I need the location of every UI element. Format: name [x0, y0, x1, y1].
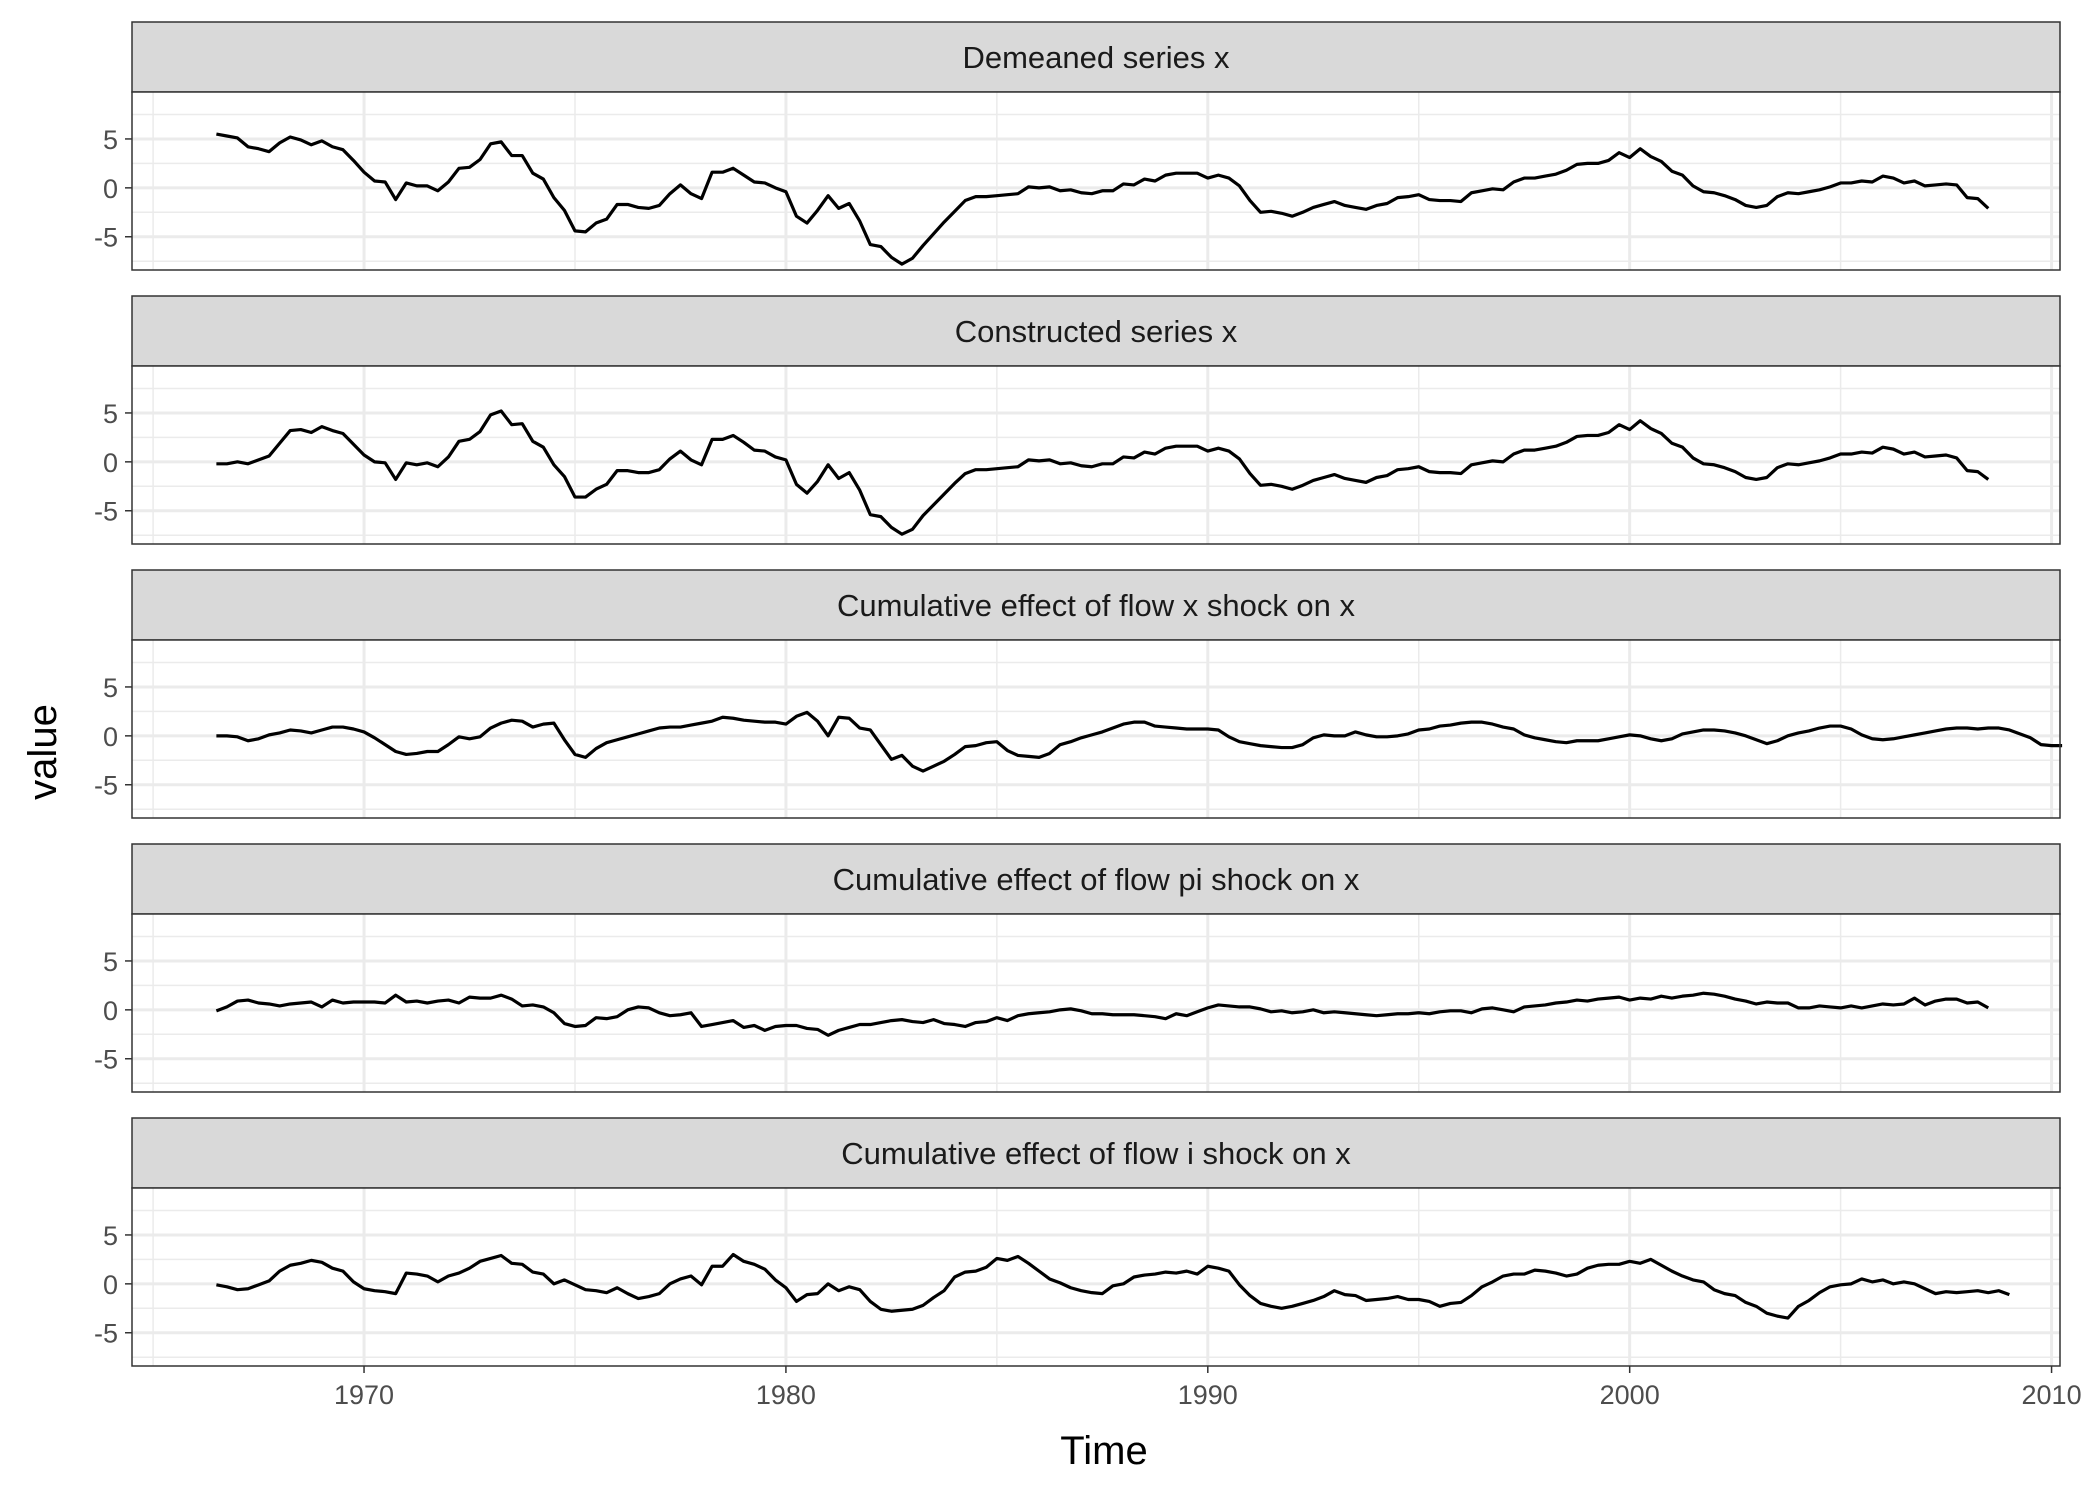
- y-tick-label: 0: [103, 448, 118, 478]
- panel-grid: [132, 640, 2060, 818]
- facet-strip: [131, 1117, 2061, 1189]
- facet-strip-label: Cumulative effect of flow x shock on x: [837, 588, 1356, 623]
- facet-strip-label: Demeaned series x: [962, 40, 1230, 75]
- panel-border: [131, 91, 2061, 271]
- facet-strip-label: Cumulative effect of flow pi shock on x: [833, 862, 1360, 897]
- y-tick-label: 0: [103, 996, 118, 1026]
- y-tick-label: -5: [94, 1319, 118, 1349]
- panel-grid: [132, 366, 2060, 544]
- series-line: [216, 1252, 2010, 1320]
- panel-grid: [132, 914, 2060, 1092]
- y-tick-label: 5: [103, 399, 118, 429]
- panel-background: [132, 92, 2060, 270]
- y-tick-label: 5: [103, 947, 118, 977]
- panel-grid: [132, 1188, 2060, 1366]
- facet-panel: Cumulative effect of flow x shock on x 5 0…: [94, 569, 2063, 819]
- x-axis: 1970 1980 1990 2000 2010: [334, 1366, 2082, 1410]
- x-axis-title: Time: [1060, 1429, 1147, 1473]
- panel-grid: [132, 92, 2060, 270]
- x-tick-label: 1990: [1178, 1380, 1238, 1410]
- panel-background: [132, 366, 2060, 544]
- x-tick-label: 2010: [2022, 1380, 2082, 1410]
- panel-border: [131, 365, 2061, 545]
- y-tick-label: 5: [103, 125, 118, 155]
- x-tick-label: 1980: [756, 1380, 816, 1410]
- y-tick-label: -5: [94, 771, 118, 801]
- facet-panel: Cumulative effect of flow i shock on x 5 0…: [94, 1117, 2061, 1367]
- y-tick-label: 5: [103, 673, 118, 703]
- x-tick-label: 1970: [334, 1380, 394, 1410]
- series-line: [215, 991, 1990, 1037]
- facet-strip: [131, 21, 2061, 93]
- y-tick-label: 0: [103, 174, 118, 204]
- y-tick-label: -5: [94, 497, 118, 527]
- facet-panel: Constructed series x 5 0 -5: [94, 295, 2061, 545]
- facet-panel: Cumulative effect of flow pi shock on x 5…: [94, 843, 2061, 1093]
- panel-border: [131, 1187, 2061, 1367]
- series-line: [216, 710, 2063, 773]
- y-tick-label: -5: [94, 1045, 118, 1075]
- panel-background: [132, 640, 2060, 818]
- x-tick-label: 2000: [1600, 1380, 1660, 1410]
- facet-strip: [131, 295, 2061, 367]
- y-tick-label: 0: [103, 1270, 118, 1300]
- panel-border: [131, 639, 2061, 819]
- y-tick-label: -5: [94, 223, 118, 253]
- facet-strip: [131, 569, 2061, 641]
- facet-strip: [131, 843, 2061, 915]
- y-axis-title: value: [21, 704, 65, 800]
- facet-strip-label: Cumulative effect of flow i shock on x: [841, 1136, 1351, 1171]
- facet-strip-label: Constructed series x: [955, 314, 1238, 349]
- panel-background: [132, 1188, 2060, 1366]
- facet-panel: Demeaned series x 5 0 -5: [94, 21, 2061, 271]
- series-line: [216, 409, 1990, 536]
- y-tick-label: 5: [103, 1221, 118, 1251]
- series-line: [216, 132, 1990, 266]
- panel-border: [131, 913, 2061, 1093]
- y-tick-label: 0: [103, 722, 118, 752]
